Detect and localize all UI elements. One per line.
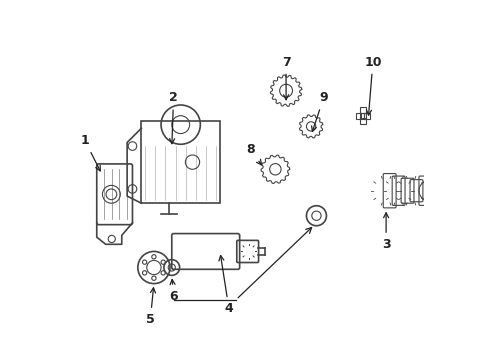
Text: 7: 7 (282, 56, 291, 100)
Bar (364, 113, 370, 118)
Text: 5: 5 (146, 288, 155, 326)
Text: 6: 6 (169, 280, 178, 303)
Text: 3: 3 (382, 213, 391, 251)
Bar (356, 113, 362, 118)
Bar (142, 121, 220, 203)
Text: 1: 1 (80, 134, 100, 171)
Bar (360, 113, 366, 118)
Bar (360, 108, 366, 113)
Text: 8: 8 (246, 143, 262, 165)
Text: 9: 9 (312, 91, 328, 131)
Text: 10: 10 (364, 56, 382, 115)
Text: 2: 2 (169, 91, 178, 144)
Bar (360, 118, 366, 124)
Text: 4: 4 (219, 256, 233, 315)
